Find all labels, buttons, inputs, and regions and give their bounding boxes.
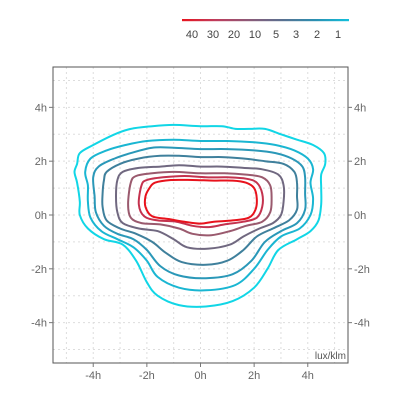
y-axis-ticks: 4h 4h 2h 2h 0h 0h -2h -2h -4h -4h xyxy=(31,102,370,329)
y-tick-label-right: -4h xyxy=(354,318,370,330)
contour-40 xyxy=(143,178,258,225)
y-tick-label-left: 0h xyxy=(35,210,47,222)
x-tick-label: 2h xyxy=(248,370,260,382)
legend-label-30: 30 xyxy=(207,29,219,41)
contour-5 xyxy=(101,154,299,266)
legend-color-bar xyxy=(182,19,349,22)
y-tick-label-right: 4h xyxy=(354,102,366,114)
contour-2 xyxy=(84,138,315,292)
y-tick-label-left: -2h xyxy=(31,264,47,276)
contour-3 xyxy=(92,146,307,280)
grid-lines xyxy=(53,67,348,363)
contour-1 xyxy=(73,123,327,308)
legend-label-40: 40 xyxy=(186,29,198,41)
legend-label-10: 10 xyxy=(249,29,261,41)
y-tick-label-right: 0h xyxy=(354,210,366,222)
x-axis-ticks: -4h -2h 0h 2h 4h xyxy=(85,363,314,382)
contour-lines xyxy=(73,123,327,308)
contour-10 xyxy=(115,164,286,250)
y-tick-label-right: 2h xyxy=(354,156,366,168)
legend-label-1: 1 xyxy=(335,29,341,41)
y-tick-label-left: 2h xyxy=(35,156,47,168)
x-tick-label: -2h xyxy=(139,370,155,382)
legend-labels: 40 30 20 10 5 3 2 1 xyxy=(186,29,341,41)
unit-label: lux/klm xyxy=(315,351,346,362)
legend-label-2: 2 xyxy=(314,29,320,41)
legend-label-5: 5 xyxy=(273,29,279,41)
contour-20 xyxy=(127,170,273,237)
legend: 40 30 20 10 5 3 2 1 xyxy=(182,19,349,41)
legend-label-3: 3 xyxy=(293,29,299,41)
y-tick-label-right: -2h xyxy=(354,264,370,276)
y-tick-label-left: 4h xyxy=(35,102,47,114)
contour-30 xyxy=(137,175,264,229)
x-tick-label: 0h xyxy=(194,370,206,382)
legend-label-20: 20 xyxy=(228,29,240,41)
y-tick-label-left: -4h xyxy=(31,318,47,330)
x-tick-label: 4h xyxy=(302,370,314,382)
x-tick-label: -4h xyxy=(85,370,101,382)
